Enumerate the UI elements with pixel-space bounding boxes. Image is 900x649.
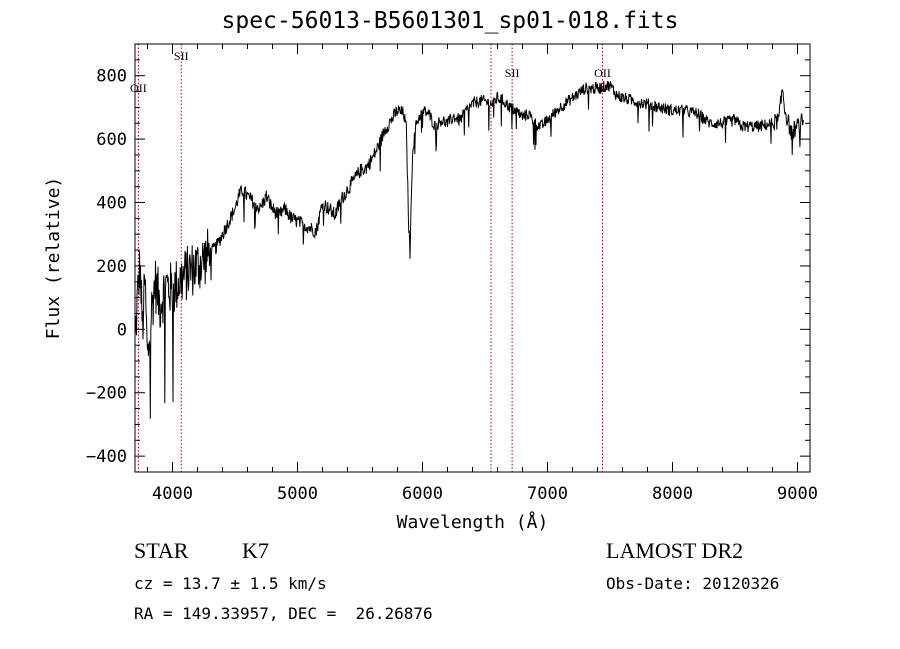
y-tick-label: 800 [96,67,127,87]
chart-title: spec-56013-B5601301_sp01-018.fits [221,8,679,34]
marker-label: SII [505,66,520,80]
marker-label: OII [594,66,611,80]
x-tick-label: 8000 [652,484,693,504]
object-class: STAR [134,538,189,563]
x-tick-label: 7000 [527,484,568,504]
axis-tick-labels: 4000 5000 6000 7000 8000 9000 −400 −200 0 200 400 6… [86,67,818,504]
marker-label: OII [130,81,147,95]
x-tick-label: 6000 [402,484,443,504]
survey-name: LAMOST DR2 [606,538,744,563]
spectrum-series-line [134,80,805,419]
y-tick-label: 400 [96,194,127,214]
y-tick-label: −200 [86,384,127,404]
y-tick-label: 0 [117,320,127,340]
x-axis-label: Wavelength (Å) [397,511,549,533]
axis-ticks [135,43,810,473]
y-tick-label: 200 [96,257,127,277]
ra-dec-coordinates: RA = 149.33957, DEC = 26.26876 [134,604,433,623]
y-tick-label: −400 [86,447,127,467]
x-tick-label: 9000 [777,484,818,504]
x-tick-label: 4000 [152,484,193,504]
object-subclass: K7 [242,538,269,563]
plot-frame [134,43,811,473]
x-tick-label: 5000 [277,484,318,504]
y-axis-label: Flux (relative) [43,177,64,340]
redshift-velocity: cz = 13.7 ± 1.5 km/s [134,574,327,593]
observation-date: Obs-Date: 20120326 [606,574,780,593]
marker-label: SII [174,49,189,63]
y-tick-label: 600 [96,130,127,150]
